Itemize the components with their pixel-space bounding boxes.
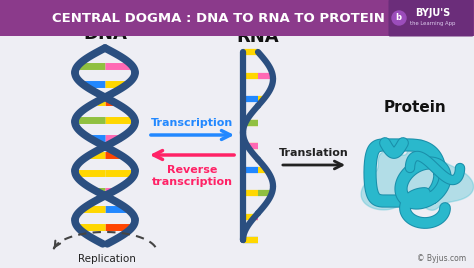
Text: Replication: Replication: [78, 254, 136, 264]
Text: Protein: Protein: [383, 100, 447, 115]
Text: RNA: RNA: [237, 28, 279, 46]
Text: BYJU'S: BYJU'S: [415, 8, 451, 18]
Text: b: b: [395, 13, 401, 23]
Text: the Learning App: the Learning App: [410, 21, 456, 27]
Circle shape: [392, 11, 406, 25]
Text: Reverse
transcription: Reverse transcription: [152, 165, 233, 187]
Polygon shape: [361, 140, 474, 210]
FancyBboxPatch shape: [389, 0, 474, 36]
Text: Translation: Translation: [279, 148, 349, 158]
Text: © Byjus.com: © Byjus.com: [417, 254, 466, 263]
Text: CENTRAL DOGMA : DNA TO RNA TO PROTEIN: CENTRAL DOGMA : DNA TO RNA TO PROTEIN: [52, 12, 384, 24]
Text: Transcription: Transcription: [151, 118, 233, 128]
Text: DNA: DNA: [83, 25, 127, 43]
Bar: [0, 0, 474, 36]
